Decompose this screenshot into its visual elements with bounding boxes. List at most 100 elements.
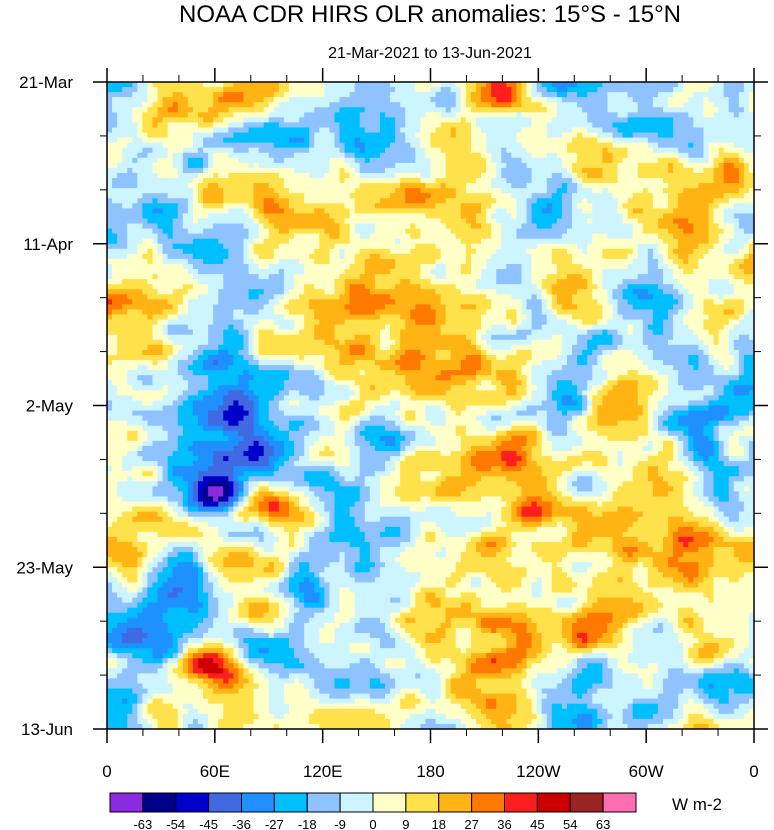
field-cell: [476, 218, 482, 224]
field-cell: [203, 112, 209, 118]
field-cell: [112, 234, 118, 240]
field-cell: [709, 259, 715, 265]
field-cell: [501, 208, 507, 214]
field-cell: [360, 244, 366, 250]
field-cell: [390, 107, 396, 113]
field-cell: [178, 82, 184, 88]
field-cell: [501, 218, 507, 224]
field-cell: [132, 153, 138, 159]
field-cell: [734, 239, 740, 245]
field-cell: [400, 117, 406, 123]
field-cell: [319, 274, 325, 280]
field-cell: [420, 168, 426, 174]
field-cell: [693, 143, 699, 149]
field-cell: [709, 127, 715, 133]
field-cell: [279, 127, 285, 133]
field-cell: [506, 264, 512, 270]
field-cell: [668, 138, 674, 144]
field-cell: [228, 203, 234, 209]
field-cell: [127, 203, 133, 209]
field-cell: [238, 208, 244, 214]
field-cell: [703, 102, 709, 108]
field-cell: [451, 213, 457, 219]
field-cell: [142, 148, 148, 154]
field-cell: [683, 153, 689, 159]
field-cell: [319, 183, 325, 189]
field-cell: [233, 82, 239, 88]
field-cell: [703, 193, 709, 199]
field-cell: [623, 82, 629, 88]
field-cell: [127, 188, 133, 194]
field-cell: [739, 224, 745, 230]
field-cell: [486, 183, 492, 189]
field-cell: [501, 198, 507, 204]
field-cell: [405, 173, 411, 179]
field-cell: [441, 138, 447, 144]
field-cell: [592, 203, 598, 209]
field-cell: [158, 244, 164, 250]
field-cell: [441, 213, 447, 219]
field-cell: [436, 97, 442, 103]
field-cell: [183, 102, 189, 108]
field-cell: [147, 208, 153, 214]
field-cell: [269, 203, 275, 209]
field-cell: [643, 173, 649, 179]
field-cell: [683, 138, 689, 144]
field-cell: [663, 87, 669, 93]
field-cell: [299, 259, 305, 265]
field-cell: [537, 218, 543, 224]
field-cell: [607, 107, 613, 113]
field-cell: [254, 234, 260, 240]
field-cell: [441, 259, 447, 265]
field-cell: [107, 102, 113, 108]
field-cell: [486, 264, 492, 270]
field-cell: [405, 97, 411, 103]
field-cell: [370, 269, 376, 275]
field-cell: [284, 259, 290, 265]
field-cell: [744, 234, 750, 240]
field-cell: [410, 239, 416, 245]
field-cell: [436, 122, 442, 128]
field-cell: [254, 148, 260, 154]
field-cell: [471, 208, 477, 214]
field-cell: [304, 183, 310, 189]
field-cell: [365, 244, 371, 250]
field-cell: [618, 274, 624, 280]
field-cell: [607, 122, 613, 128]
field-cell: [729, 168, 735, 174]
field-cell: [719, 193, 725, 199]
field-cell: [724, 82, 730, 88]
field-cell: [334, 178, 340, 184]
field-cell: [688, 168, 694, 174]
field-cell: [496, 97, 502, 103]
field-cell: [628, 138, 634, 144]
field-cell: [729, 92, 735, 98]
field-cell: [547, 244, 553, 250]
field-cell: [193, 112, 199, 118]
field-cell: [163, 239, 169, 245]
field-cell: [355, 234, 361, 240]
field-cell: [698, 122, 704, 128]
field-cell: [137, 122, 143, 128]
field-cell: [638, 254, 644, 260]
field-cell: [552, 203, 558, 209]
field-cell: [405, 127, 411, 133]
field-cell: [618, 183, 624, 189]
field-cell: [663, 138, 669, 144]
field-cell: [117, 239, 123, 245]
field-cell: [274, 239, 280, 245]
field-cell: [688, 112, 694, 118]
field-cell: [294, 117, 300, 123]
field-cell: [218, 213, 224, 219]
field-cell: [491, 107, 497, 113]
field-cell: [127, 97, 133, 103]
field-cell: [693, 178, 699, 184]
field-cell: [673, 259, 679, 265]
field-cell: [147, 193, 153, 199]
field-cell: [688, 102, 694, 108]
field-cell: [208, 112, 214, 118]
field-cell: [638, 218, 644, 224]
field-cell: [425, 234, 431, 240]
field-cell: [395, 274, 401, 280]
field-cell: [693, 92, 699, 98]
